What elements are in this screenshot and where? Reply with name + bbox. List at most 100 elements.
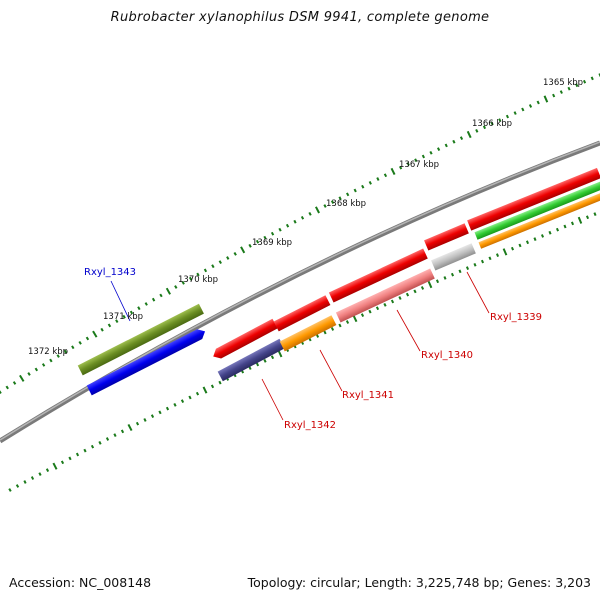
minor-tick [398, 296, 402, 300]
gene-rxyl-1343-reverse[interactable] [86, 327, 208, 396]
minor-tick [323, 204, 327, 208]
gene-rxyl-1339-forward[interactable] [424, 223, 469, 251]
minor-tick [383, 173, 388, 178]
minor-tick [559, 90, 563, 94]
gene-label-rxyl-1342[interactable]: Rxyl_1342 [284, 420, 336, 431]
major-tick [466, 130, 472, 139]
minor-tick [263, 358, 267, 363]
minor-tick [188, 395, 192, 400]
major-tick [202, 386, 208, 394]
gene-label-rxyl-1343[interactable]: Rxyl_1343 [84, 267, 136, 278]
gene-rxyl-1341-forward[interactable] [273, 295, 331, 332]
minor-tick [120, 429, 125, 434]
minor-tick [78, 340, 82, 345]
gene-rxyl-1340-forward[interactable] [328, 248, 428, 303]
gene-orange-right[interactable] [478, 189, 600, 249]
minor-tick [63, 349, 68, 354]
gene-label-rxyl-1339[interactable]: Rxyl_1339 [490, 312, 542, 323]
minor-tick [443, 276, 447, 280]
gene-rxyl-1342-forward[interactable] [211, 318, 278, 362]
minor-tick [278, 227, 282, 232]
minor-tick [218, 260, 222, 264]
minor-tick [90, 444, 95, 449]
minor-tick [285, 223, 290, 228]
minor-tick [383, 302, 387, 307]
minor-tick [353, 188, 357, 193]
major-tick [543, 95, 549, 103]
minor-tick [181, 280, 185, 285]
minor-tick [180, 399, 185, 404]
minor-tick [68, 456, 72, 461]
genome-summary-text: Topology: circular; Length: 3,225,748 bp… [247, 575, 591, 590]
major-tick [52, 462, 58, 470]
tick-label: 1371 kbp [103, 312, 143, 322]
minor-tick [137, 306, 141, 311]
gene-green-right[interactable] [474, 179, 600, 240]
minor-tick [71, 345, 75, 350]
accession-text: Accession: NC_008148 [9, 575, 152, 590]
minor-tick [570, 221, 575, 226]
minor-tick [368, 309, 372, 314]
minor-tick [563, 224, 567, 229]
minor-tick [115, 319, 119, 323]
minor-tick [452, 139, 456, 144]
tick-label: 1368 kbp [326, 199, 366, 209]
minor-tick [338, 323, 342, 328]
minor-tick [210, 384, 215, 389]
major-tick [315, 206, 320, 214]
minor-tick [188, 276, 193, 281]
minor-tick [151, 297, 156, 302]
gene-rxyl-1342[interactable] [217, 338, 285, 382]
minor-tick [429, 150, 433, 155]
minor-tick [590, 76, 594, 81]
minor-tick [575, 83, 579, 88]
genome-backbone-highlight [0, 141, 600, 441]
minor-tick [165, 406, 170, 411]
gene-rxyl-1343[interactable] [77, 303, 204, 376]
minor-tick [174, 285, 178, 289]
gene-rxyl-1341[interactable] [279, 315, 337, 352]
gene-forward-right[interactable] [467, 167, 600, 231]
minor-tick [482, 125, 487, 130]
minor-tick [211, 264, 215, 269]
minor-tick [435, 279, 440, 284]
minor-tick [129, 310, 134, 315]
gene-rxyl-1339[interactable] [431, 243, 476, 271]
minor-tick [525, 240, 530, 245]
minor-tick [98, 440, 102, 445]
major-tick [165, 287, 171, 295]
minor-tick [505, 114, 510, 119]
minor-tick [475, 128, 479, 133]
minor-tick [100, 327, 104, 332]
gene-label-rxyl-1341[interactable]: Rxyl_1341 [342, 390, 394, 401]
minor-tick [436, 147, 441, 152]
minor-tick [45, 468, 50, 473]
minor-tick [255, 239, 260, 244]
minor-tick [405, 292, 410, 297]
minor-tick [518, 243, 522, 248]
major-tick [127, 423, 133, 432]
minor-tick [263, 235, 267, 240]
minor-tick [510, 246, 515, 251]
gene-rxyl-1340[interactable] [335, 268, 435, 323]
minor-tick [270, 231, 275, 236]
minor-tick [38, 472, 42, 476]
gene-label-rxyl-1340[interactable]: Rxyl_1340 [421, 350, 473, 361]
minor-tick [144, 302, 148, 306]
minor-tick [23, 480, 27, 484]
minor-tick [582, 79, 587, 84]
tick-label: 1369 kbp [252, 238, 292, 248]
major-tick [352, 314, 358, 323]
minor-tick [150, 414, 155, 419]
major-tick [92, 330, 98, 338]
minor-tick [5, 385, 9, 390]
map-title: Rubrobacter xylanophilus DSM 9941, compl… [110, 10, 490, 25]
minor-tick [0, 390, 2, 394]
tick-label: 1366 kbp [472, 119, 512, 129]
genome-backbone [0, 140, 600, 444]
minor-tick [300, 215, 305, 220]
minor-tick [495, 253, 500, 257]
minor-tick [376, 177, 380, 181]
